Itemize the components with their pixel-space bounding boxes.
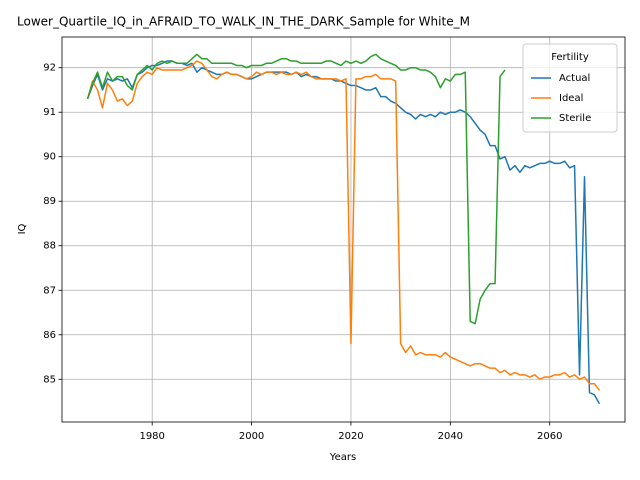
y-tick-label: 89: [43, 196, 56, 207]
legend-label: Sterile: [559, 113, 591, 124]
y-tick-label: 92: [43, 63, 56, 74]
x-axis-label: Years: [329, 452, 356, 463]
x-tick-label: 1980: [139, 431, 164, 442]
x-tick-label: 2000: [239, 431, 264, 442]
y-tick-label: 88: [43, 241, 56, 252]
legend-title: Fertility: [551, 52, 589, 63]
y-axis-label: IQ: [17, 223, 28, 234]
x-tick-label: 2060: [537, 431, 562, 442]
chart-title: Lower_Quartile_IQ_in_AFRAID_TO_WALK_IN_T…: [17, 15, 470, 29]
x-tick-label: 2020: [338, 431, 363, 442]
y-tick-label: 90: [43, 152, 56, 163]
y-tick-label: 86: [43, 330, 56, 341]
legend-label: Ideal: [559, 93, 583, 104]
data-line: [86, 53, 506, 325]
y-tick-label: 85: [43, 374, 56, 385]
legend-label: Actual: [559, 73, 590, 84]
y-tick-label: 87: [43, 285, 56, 296]
x-tick-label: 2040: [438, 431, 463, 442]
y-tick-label: 91: [43, 107, 56, 118]
data-line: [86, 60, 601, 391]
legend-box: [522, 43, 618, 133]
plot-frame: [61, 36, 626, 423]
